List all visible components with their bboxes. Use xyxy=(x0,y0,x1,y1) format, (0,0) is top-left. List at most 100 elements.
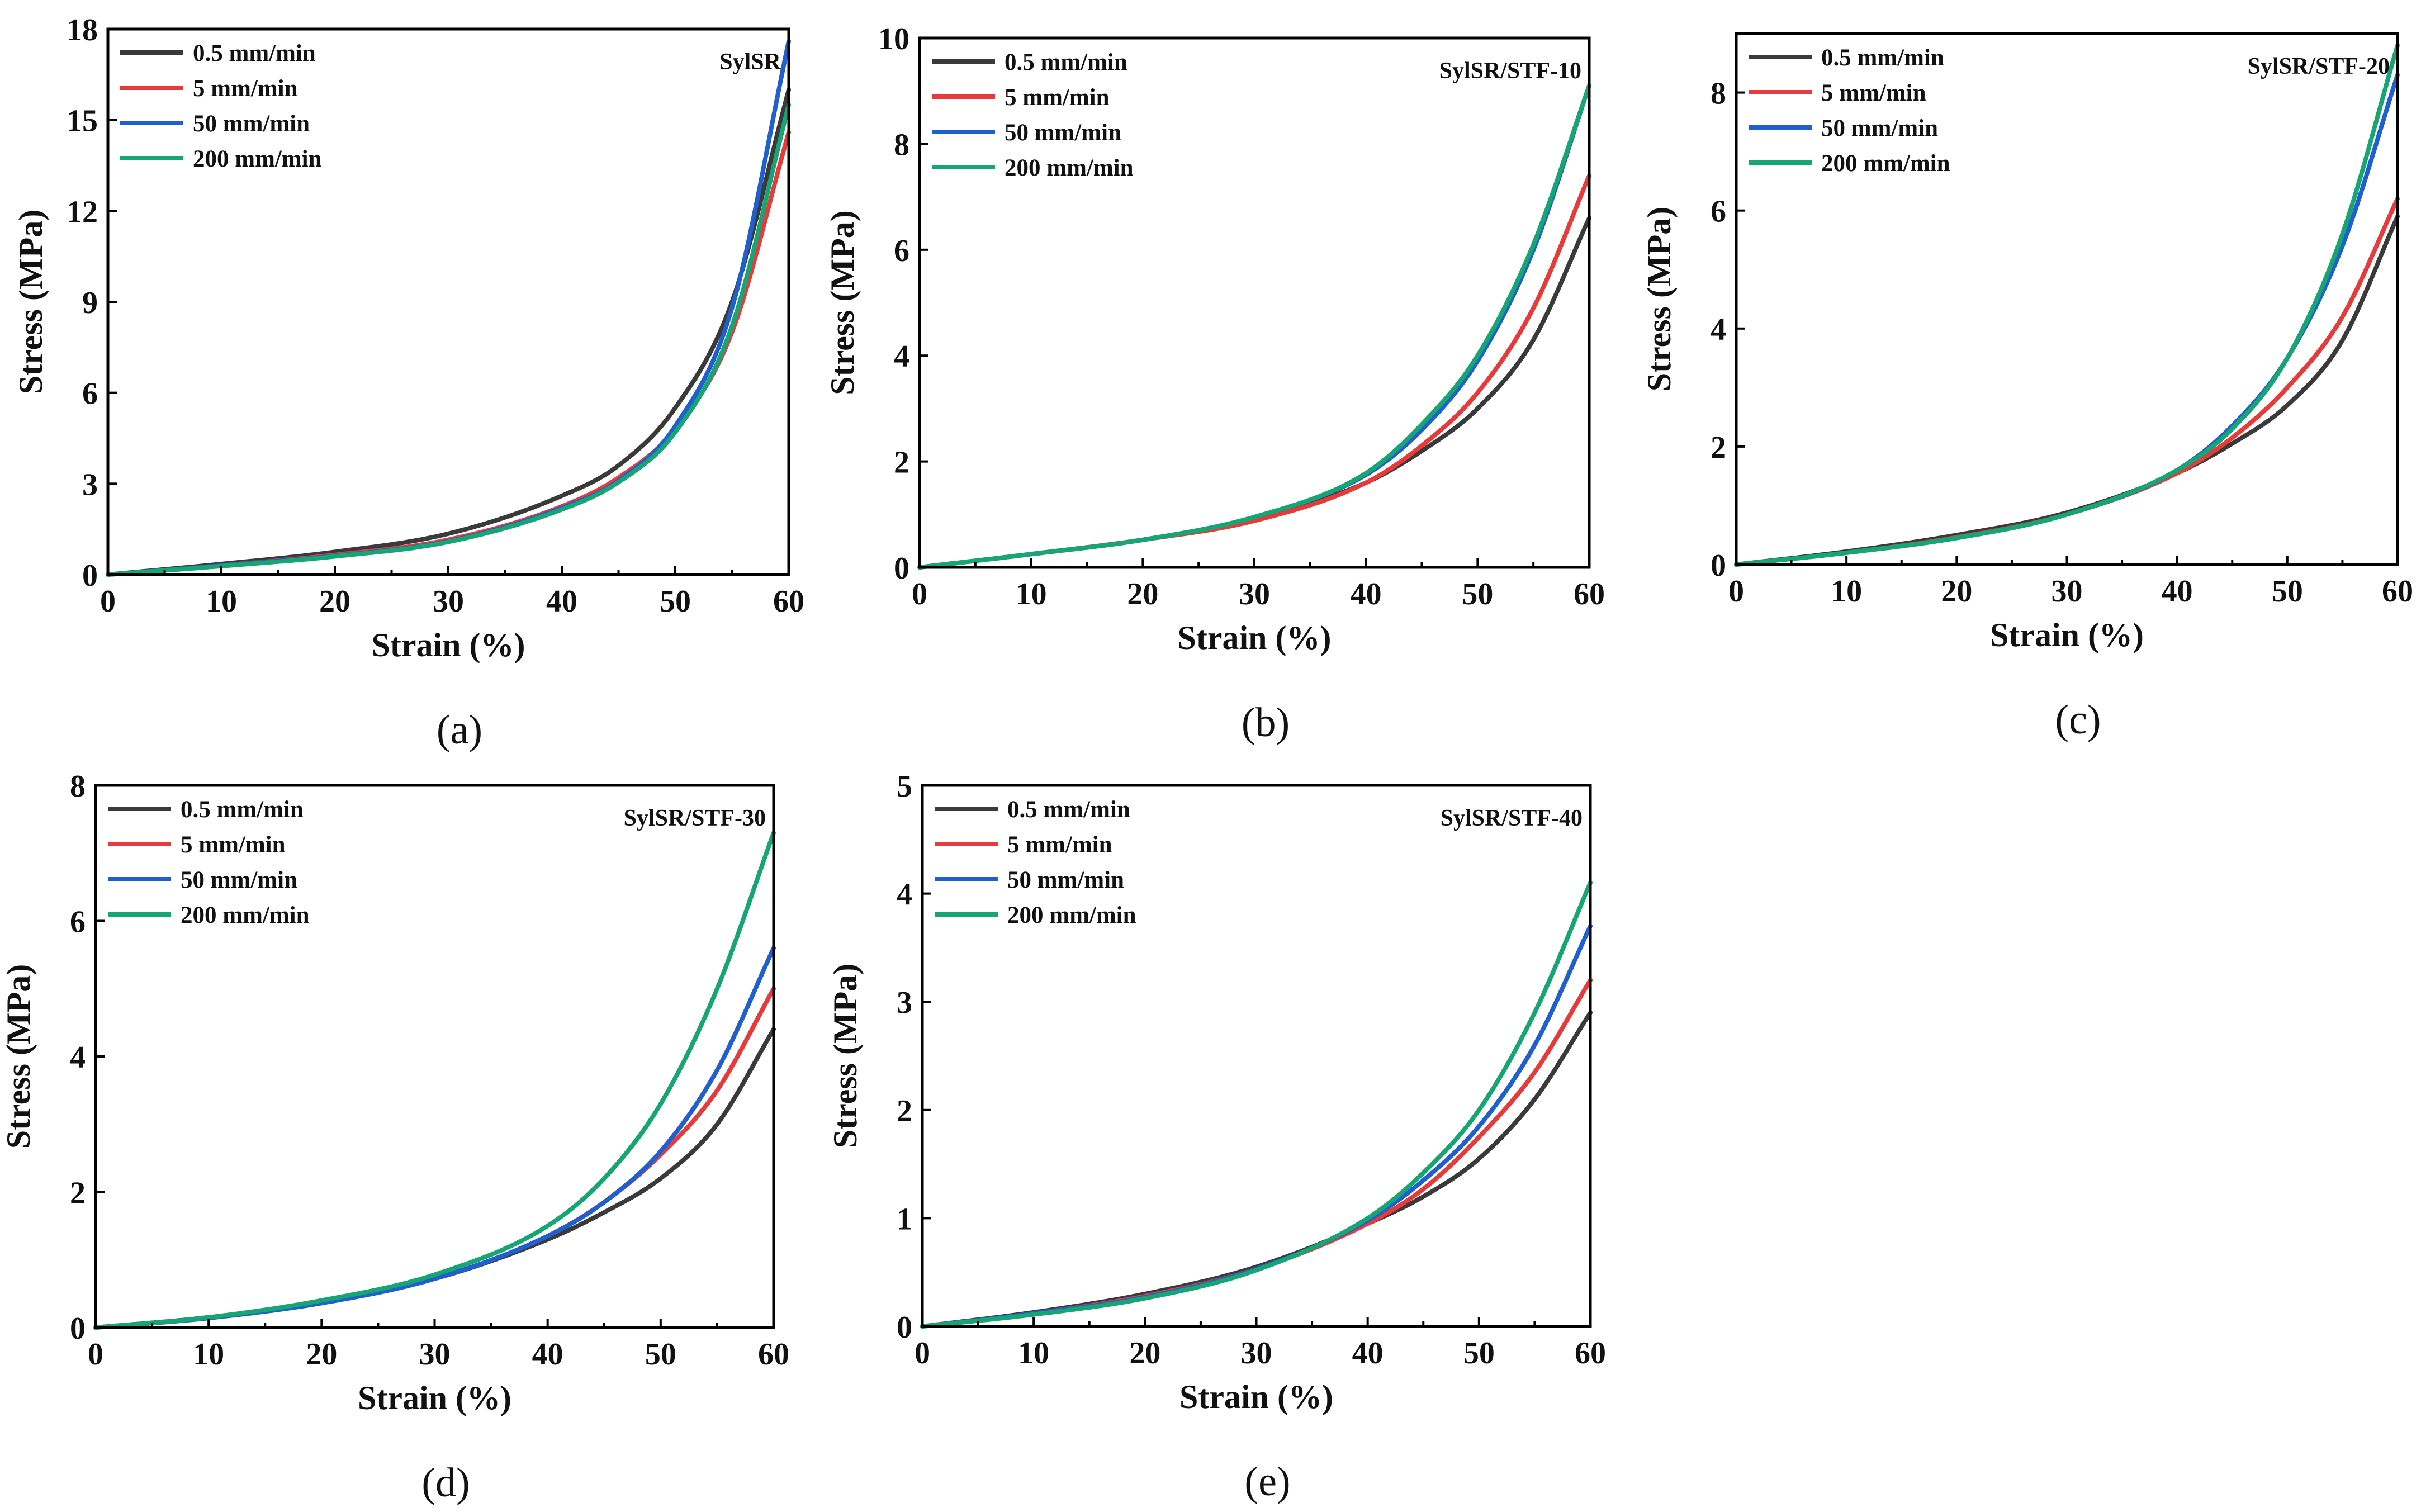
sample-label: SylSR xyxy=(719,49,781,75)
series-line xyxy=(920,880,1593,1329)
y-tick-label: 6 xyxy=(894,234,909,268)
x-axis-title: Strain (%) xyxy=(1179,1378,1333,1415)
x-tick-label: 60 xyxy=(773,584,804,619)
y-tick-label: 0 xyxy=(897,1310,912,1345)
legend-label: 0.5 mm/min xyxy=(1005,49,1127,75)
legend-label: 0.5 mm/min xyxy=(181,797,304,823)
legend-label: 0.5 mm/min xyxy=(193,40,316,67)
x-tick-label: 60 xyxy=(1574,577,1605,612)
y-tick-label: 0 xyxy=(1711,548,1726,583)
legend-label: 50 mm/min xyxy=(1007,867,1124,893)
x-tick-label: 0 xyxy=(912,577,927,612)
y-tick-label: 8 xyxy=(70,769,86,804)
legend-label: 200 mm/min xyxy=(181,902,310,928)
series-line xyxy=(917,83,1591,570)
series-line xyxy=(93,830,776,1330)
y-tick-label: 6 xyxy=(82,377,98,411)
x-tick-label: 10 xyxy=(206,584,237,619)
x-tick-label: 0 xyxy=(915,1336,930,1371)
panel-label: (d) xyxy=(421,1460,470,1506)
y-tick-label: 4 xyxy=(894,339,909,374)
y-tick-label: 2 xyxy=(894,445,909,480)
chart-panel: 0 10 20 30 40 50 60 0 3 6 9 12 15 18 Strain (%) Stress … xyxy=(12,13,804,753)
chart-panel: 0 10 20 30 40 50 60 0 2 4 6 8 Strain (%) Stress (MPa)… xyxy=(0,769,789,1506)
panel-label: (a) xyxy=(437,707,482,753)
x-axis-title: Strain (%) xyxy=(372,627,525,663)
x-tick-label: 40 xyxy=(1351,577,1382,612)
y-tick-label: 12 xyxy=(67,195,98,229)
legend-label: 50 mm/min xyxy=(193,111,310,137)
y-tick-label: 5 xyxy=(897,769,912,804)
x-tick-label: 10 xyxy=(1016,577,1047,612)
chart-panel: 0 10 20 30 40 50 60 0 2 4 6 8 Strain (%) Stress (MPa)… xyxy=(1641,32,2413,743)
y-tick-label: 3 xyxy=(897,985,912,1020)
sample-label: SylSR/STF-30 xyxy=(624,805,766,831)
x-tick-label: 50 xyxy=(1462,577,1493,612)
x-tick-label: 60 xyxy=(2382,574,2413,609)
legend-label: 5 mm/min xyxy=(1007,832,1112,858)
x-axis-title: Strain (%) xyxy=(1178,619,1332,656)
y-tick-label: 0 xyxy=(70,1311,86,1346)
x-tick-label: 50 xyxy=(660,584,691,619)
y-tick-label: 2 xyxy=(897,1094,912,1129)
y-tick-label: 0 xyxy=(82,558,98,593)
sample-label: SylSR/STF-40 xyxy=(1441,805,1583,831)
y-tick-label: 10 xyxy=(878,22,909,56)
panel-label: (b) xyxy=(1242,700,1290,746)
x-tick-label: 20 xyxy=(1127,577,1158,612)
series-line xyxy=(1734,43,2400,567)
y-tick-label: 0 xyxy=(894,551,909,586)
legend-label: 0.5 mm/min xyxy=(1007,797,1130,823)
y-axis-title: Stress (MPa) xyxy=(824,210,861,395)
y-tick-label: 3 xyxy=(82,467,98,502)
x-tick-label: 30 xyxy=(419,1337,451,1372)
x-tick-label: 50 xyxy=(2272,574,2303,609)
x-tick-label: 40 xyxy=(546,584,577,619)
legend-label: 200 mm/min xyxy=(1005,155,1134,181)
x-tick-label: 60 xyxy=(758,1337,789,1372)
legend-label: 5 mm/min xyxy=(193,75,298,102)
sample-label: SylSR/STF-20 xyxy=(2248,54,2390,79)
legend-label: 5 mm/min xyxy=(1005,84,1110,111)
y-tick-label: 1 xyxy=(897,1202,912,1236)
x-tick-label: 30 xyxy=(2052,574,2083,609)
x-tick-label: 30 xyxy=(433,584,464,619)
x-axis-title: Strain (%) xyxy=(358,1380,511,1416)
y-axis-title: Stress (MPa) xyxy=(12,210,49,394)
panel-label: (e) xyxy=(1244,1459,1290,1505)
x-tick-label: 0 xyxy=(1728,574,1744,609)
y-tick-label: 6 xyxy=(70,905,86,940)
x-axis-title: Strain (%) xyxy=(1990,617,2144,653)
panel-label: (c) xyxy=(2055,697,2101,743)
legend-label: 50 mm/min xyxy=(181,867,297,893)
x-tick-label: 0 xyxy=(88,1337,103,1372)
y-tick-label: 2 xyxy=(70,1176,86,1211)
y-axis-title: Stress (MPa) xyxy=(1641,207,1678,391)
legend-label: 5 mm/min xyxy=(181,832,286,858)
x-tick-label: 40 xyxy=(2162,574,2193,609)
legend-label: 5 mm/min xyxy=(1821,80,1926,106)
legend-label: 50 mm/min xyxy=(1005,120,1121,146)
y-tick-label: 2 xyxy=(1711,430,1726,465)
y-axis-title: Stress (MPa) xyxy=(0,964,37,1149)
x-tick-label: 20 xyxy=(306,1337,337,1372)
x-tick-label: 50 xyxy=(645,1337,676,1372)
y-tick-label: 4 xyxy=(1711,312,1726,347)
y-tick-label: 8 xyxy=(894,127,909,162)
y-axis-title: Stress (MPa) xyxy=(827,964,864,1148)
y-tick-label: 6 xyxy=(1711,195,1726,229)
x-tick-label: 20 xyxy=(1129,1336,1160,1371)
x-tick-label: 40 xyxy=(532,1337,563,1372)
x-tick-label: 10 xyxy=(193,1337,224,1372)
legend-label: 0.5 mm/min xyxy=(1821,45,1944,71)
legend-label: 200 mm/min xyxy=(193,146,322,172)
x-tick-label: 50 xyxy=(1463,1336,1495,1371)
x-tick-label: 10 xyxy=(1831,574,1862,609)
x-tick-label: 20 xyxy=(319,584,350,619)
sample-label: SylSR/STF-10 xyxy=(1439,58,1581,84)
x-tick-label: 10 xyxy=(1018,1336,1049,1371)
y-tick-label: 18 xyxy=(67,13,98,48)
x-tick-label: 30 xyxy=(1241,1336,1272,1371)
